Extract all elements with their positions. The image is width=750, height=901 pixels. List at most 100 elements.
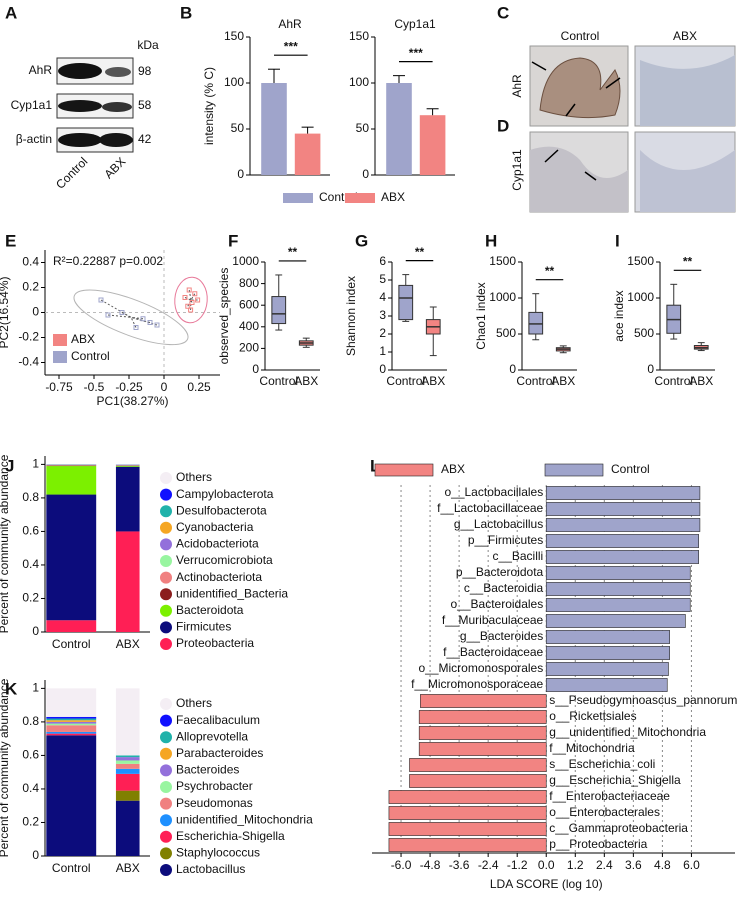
panel-letter: G <box>355 231 368 250</box>
histology-column: Control <box>561 29 600 43</box>
bar-segment <box>115 465 140 467</box>
y-axis-label: Percent of community abundance <box>0 678 11 857</box>
significance: ** <box>415 245 425 259</box>
category-label: p__Proteobacteria <box>549 837 647 851</box>
blot-unit: kDa <box>137 38 159 52</box>
category-label: o__Rickettsiales <box>549 709 636 723</box>
panel-letter: E <box>5 231 16 250</box>
bar <box>545 678 668 692</box>
blot-lane-label: ABX <box>101 154 128 181</box>
bar <box>545 534 699 548</box>
blot-band <box>105 67 131 77</box>
y-tick-label: 4 <box>379 290 386 304</box>
bar-segment <box>46 688 97 717</box>
centroid-link <box>190 299 193 303</box>
legend-swatch <box>160 747 172 760</box>
blot-band <box>58 133 102 147</box>
box <box>398 284 414 321</box>
category-label: o__Micromonosporales <box>419 661 544 675</box>
bar <box>388 806 547 820</box>
panel-letter: H <box>485 231 497 250</box>
legend-swatch <box>160 764 172 777</box>
x-tick-label: 1.2 <box>567 858 584 872</box>
category-label: f__Bacteroidaceae <box>443 645 543 659</box>
y-tick-label: 0.4 <box>22 781 39 795</box>
legend-label: Control <box>71 349 110 363</box>
legend-swatch <box>544 463 604 477</box>
bar <box>388 822 547 836</box>
y-tick-label: 1000 <box>489 290 516 304</box>
x-tick-label: ABX <box>116 637 140 651</box>
legend-label: Pseudomonas <box>176 796 253 810</box>
bar-segment <box>46 723 97 726</box>
panel-letter: F <box>228 231 238 250</box>
x-tick-label: ABX <box>551 374 575 388</box>
panel-letter: B <box>180 3 192 22</box>
legend-label: Bacteroides <box>176 763 239 777</box>
x-axis-label: PC1(38.27%) <box>96 394 168 408</box>
point <box>140 316 146 322</box>
arrow <box>565 103 576 117</box>
y-tick-label: 6 <box>379 254 386 268</box>
legend-swatch <box>160 814 172 827</box>
legend-swatch <box>160 797 172 810</box>
legend-swatch <box>53 351 67 363</box>
y-tick-label: 1000 <box>232 254 259 268</box>
x-tick-label: 4.8 <box>654 858 671 872</box>
bar <box>545 566 691 580</box>
legend-swatch <box>160 731 172 744</box>
y-tick-label: 0.8 <box>22 714 39 728</box>
x-tick-label: ABX <box>689 374 713 388</box>
x-tick-label: -3.6 <box>449 858 470 872</box>
bar <box>419 115 446 175</box>
x-tick-label: -0.25 <box>115 380 143 394</box>
legend-swatch <box>160 864 172 876</box>
x-tick-label: Control <box>52 637 91 651</box>
legend-swatch <box>283 193 313 203</box>
y-tick-label: 0 <box>379 362 386 376</box>
y-tick-label: 0 <box>362 167 369 181</box>
histology-column: ABX <box>673 29 697 43</box>
legend-swatch <box>160 555 172 567</box>
legend-swatch <box>345 193 375 203</box>
legend-swatch <box>160 638 172 650</box>
bar <box>388 790 547 804</box>
centroid-link <box>107 314 132 318</box>
x-tick-label: -6.0 <box>391 858 412 872</box>
y-tick-label: 0.2 <box>22 815 39 829</box>
legend-label: Bacteroidota <box>176 603 244 617</box>
significance: *** <box>284 39 298 53</box>
bar-segment <box>115 773 140 791</box>
x-tick-label: 2.4 <box>596 858 613 872</box>
legend-label: unidentified_Bacteria <box>176 586 288 600</box>
x-tick-label: -0.75 <box>45 380 73 394</box>
y-tick-label: 0 <box>647 362 654 376</box>
point <box>98 297 104 303</box>
bar-segment <box>46 466 97 495</box>
bar <box>386 83 412 175</box>
legend-label: Firmicutes <box>176 620 231 634</box>
category-label: f__Micromonosporaceae <box>411 677 543 691</box>
legend-label: Proteobacteria <box>176 636 254 650</box>
y-tick-label: 5 <box>379 272 386 286</box>
category-label: c__Bacilli <box>493 549 544 563</box>
bar <box>545 662 669 676</box>
histology-row: Cyp1a1 <box>510 149 524 191</box>
bar-segment <box>115 768 140 774</box>
y-tick-label: 0 <box>237 167 244 181</box>
point <box>195 297 201 303</box>
point <box>188 307 194 313</box>
bar-segment <box>46 718 97 721</box>
legend-label: ABX <box>441 462 465 476</box>
blot-kda: 58 <box>138 98 152 112</box>
blot-band <box>58 63 102 79</box>
y-tick-label: 0.6 <box>22 524 39 538</box>
legend-swatch <box>53 334 67 346</box>
bar-segment <box>115 755 140 758</box>
legend-label: Staphylococcus <box>176 846 260 860</box>
box <box>271 296 287 325</box>
panel-letter: A <box>5 3 17 22</box>
y-tick-label: 800 <box>239 276 259 290</box>
legend-label: Psychrobacter <box>176 779 253 793</box>
bar <box>545 582 691 596</box>
